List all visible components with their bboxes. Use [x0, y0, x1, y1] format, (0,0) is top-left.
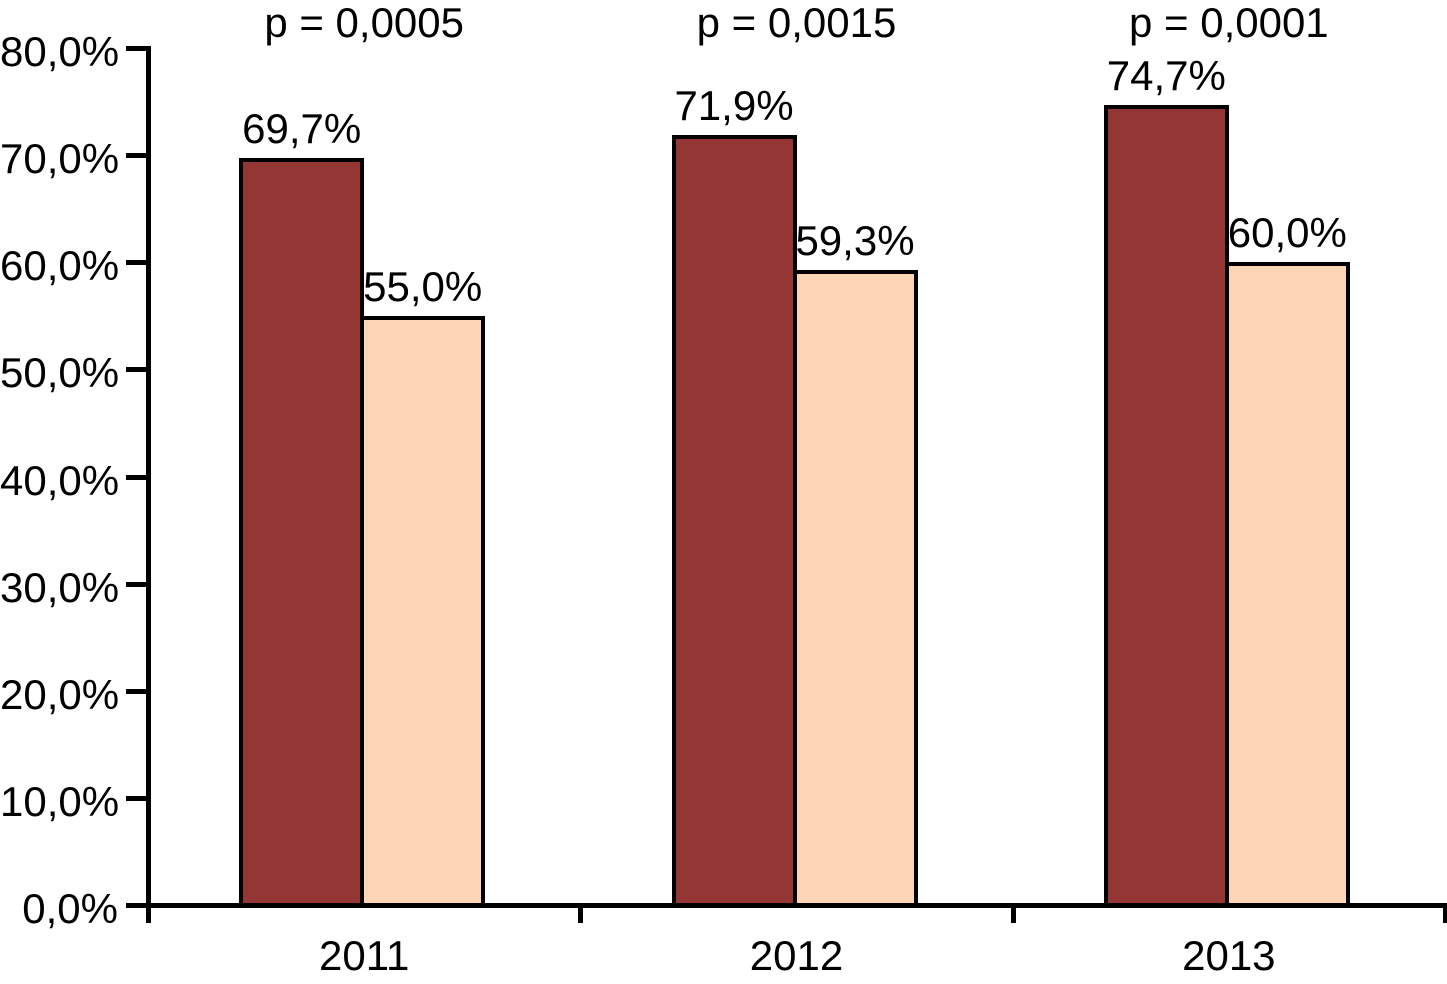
y-axis-tick	[126, 153, 148, 159]
bar-value-label: 59,3%	[795, 216, 915, 264]
x-axis-category-label: 2011	[318, 932, 410, 979]
y-axis-tick-label: 60,0%	[0, 242, 120, 290]
y-axis-tick-label: 0,0%	[22, 885, 118, 932]
y-axis-tick	[126, 581, 148, 587]
y-axis-tick	[126, 688, 148, 694]
y-axis-line	[146, 46, 151, 923]
p-value-annotation: p = 0,0001	[1128, 0, 1329, 46]
x-axis-tick	[1010, 905, 1016, 923]
y-axis-tick	[126, 367, 148, 373]
x-axis-tick	[578, 905, 584, 923]
y-axis-tick-label: 40,0%	[0, 456, 120, 504]
x-axis-tick	[1443, 905, 1447, 923]
y-axis-tick-label: 70,0%	[0, 135, 120, 183]
y-axis-tick	[126, 46, 148, 51]
bar-2011-series-1-dark-red	[239, 158, 365, 907]
y-axis-tick-label: 50,0%	[0, 349, 120, 397]
bar-value-label: 74,7%	[1106, 51, 1226, 99]
y-axis-tick-label: 80,0%	[0, 28, 120, 75]
y-axis-tick	[126, 474, 148, 480]
bar-2013-series-2-peach	[1224, 262, 1350, 907]
y-axis-tick-label: 20,0%	[0, 670, 120, 718]
x-axis-category-label: 2012	[749, 932, 844, 979]
p-value-annotation: p = 0,0005	[264, 0, 464, 46]
y-axis-tick	[126, 903, 148, 908]
bar-value-label: 60,0%	[1227, 209, 1347, 257]
bar-2012-series-2-peach	[792, 269, 918, 907]
y-axis-tick-label: 10,0%	[0, 777, 120, 825]
bar-value-label: 55,0%	[363, 262, 483, 310]
y-axis-tick-label: 30,0%	[0, 563, 120, 611]
x-axis-category-label: 2013	[1182, 932, 1276, 979]
p-value-annotation: p = 0,0015	[696, 0, 897, 46]
y-axis-tick	[126, 795, 148, 801]
y-axis-tick	[126, 260, 148, 266]
bar-2012-series-1-dark-red	[671, 134, 797, 907]
bar-2011-series-2-peach	[360, 315, 486, 907]
bar-2013-series-1-dark-red	[1103, 104, 1229, 907]
bar-value-label: 71,9%	[674, 81, 794, 129]
bar-value-label: 69,7%	[242, 105, 362, 153]
